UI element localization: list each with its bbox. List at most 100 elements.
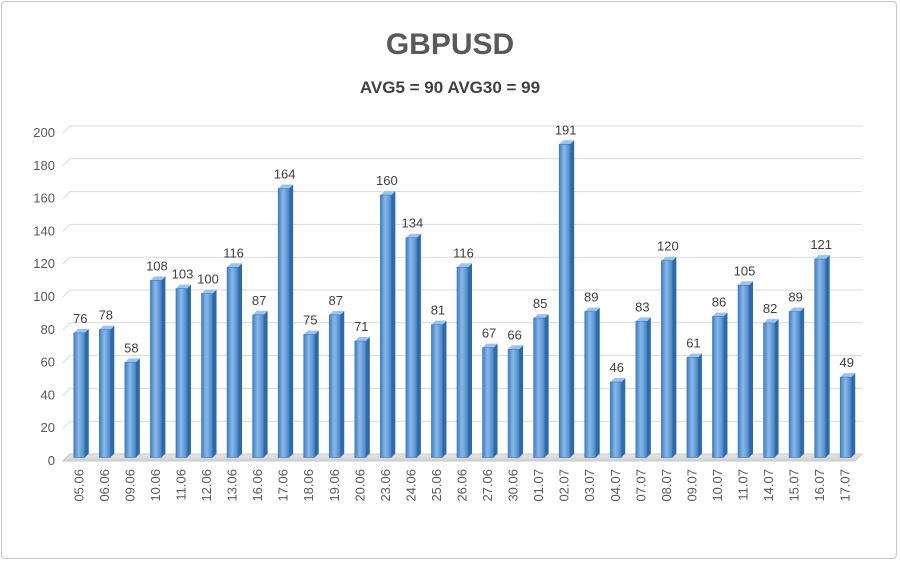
bar-top [814, 255, 830, 260]
gridline [62, 125, 862, 134]
data-label: 81 [431, 303, 445, 318]
bar-side [263, 310, 268, 458]
bar-side [84, 328, 89, 458]
y-tick-label: 80 [41, 322, 55, 337]
bar-side [468, 263, 472, 458]
y-tick-label: 100 [33, 289, 55, 304]
data-label: 89 [584, 290, 598, 305]
bar-side [391, 191, 396, 458]
x-tick-label: 11.07 [736, 469, 751, 501]
bar-side [110, 325, 115, 458]
data-label: 58 [124, 340, 138, 355]
data-label: 87 [329, 293, 343, 308]
x-tick-label: 18.06 [301, 469, 316, 502]
data-label: 191 [555, 122, 577, 137]
bar [175, 284, 191, 458]
x-tick-label: 02.07 [557, 469, 572, 502]
data-label: 76 [73, 311, 87, 326]
bar-front [73, 332, 86, 458]
bar [303, 330, 319, 458]
x-tick-label: 10.07 [710, 469, 725, 502]
data-label: 67 [482, 326, 496, 341]
x-tick-label: 20.06 [352, 469, 367, 502]
data-label: 83 [635, 299, 649, 314]
bar-front [533, 317, 545, 458]
bar-top [584, 307, 600, 312]
bar-top [150, 276, 166, 281]
x-tick-label: 12.06 [199, 469, 214, 502]
data-label: 89 [788, 290, 802, 305]
chart-title: GBPUSD [385, 28, 515, 61]
data-label: 100 [197, 272, 219, 287]
bar [252, 310, 268, 458]
bar-front [456, 266, 469, 458]
x-tick-label: 30.06 [506, 469, 521, 502]
bar [661, 256, 677, 458]
bar-side [672, 256, 677, 458]
bar-front [303, 334, 316, 458]
bar-side [825, 255, 830, 458]
bar-front [737, 284, 750, 458]
y-tick-label: 200 [33, 125, 55, 140]
y-tick-label: 160 [33, 191, 55, 206]
bar-side [697, 353, 702, 458]
bar-front [201, 293, 213, 458]
bar-front [277, 188, 290, 458]
data-label: 85 [533, 296, 547, 311]
bar-side [186, 284, 191, 458]
bar-top [610, 378, 626, 383]
bar-front [763, 322, 775, 458]
bar-side [774, 319, 779, 458]
bar-front [814, 258, 826, 458]
bar [609, 378, 626, 458]
bar-top [457, 263, 472, 268]
bar-front [839, 376, 852, 458]
bar-side [238, 263, 243, 458]
x-tick-label: 03.07 [582, 469, 597, 502]
data-label: 75 [303, 313, 317, 328]
x-tick-label: 19.06 [327, 469, 342, 502]
bar-side [851, 373, 856, 458]
bar-front [252, 314, 264, 458]
data-label: 46 [610, 360, 624, 375]
data-label: 49 [839, 355, 853, 370]
bar-top [482, 343, 498, 348]
x-tick-label: 06.06 [97, 469, 112, 502]
y-tick-label: 180 [33, 158, 55, 173]
bar-side [570, 140, 575, 458]
bar-front [175, 288, 188, 458]
bar [763, 319, 779, 458]
data-label: 160 [376, 173, 398, 188]
gridline [62, 191, 862, 199]
bar-front [507, 348, 520, 458]
bar-side [595, 307, 600, 458]
bar [201, 289, 217, 458]
bar-side [646, 317, 651, 458]
y-tick-label: 0 [48, 453, 55, 468]
bar-top [635, 317, 651, 322]
gridline [62, 289, 862, 298]
bar-top [738, 281, 754, 286]
bar-top [329, 310, 345, 315]
data-label: 103 [172, 267, 194, 282]
x-tick-label: 09.07 [684, 469, 699, 502]
x-tick-label: 25.06 [429, 469, 444, 502]
bar-side [289, 184, 294, 458]
chart-subtitle: AVG5 = 90 AVG30 = 99 [359, 78, 541, 97]
data-label: 116 [223, 245, 244, 260]
bar-side [544, 314, 549, 458]
bar-side [493, 343, 498, 458]
data-labels: 76 78 58 108 103 100 116 87 164 75 87 71 160 134 81 116… [73, 122, 854, 375]
data-label: 121 [810, 237, 832, 252]
bars [73, 140, 856, 458]
bar [99, 325, 115, 458]
y-tick-label: 120 [33, 256, 55, 271]
bar-top [201, 289, 217, 294]
data-label: 134 [402, 216, 424, 231]
data-label: 164 [274, 167, 296, 182]
bar-front [99, 329, 111, 458]
x-tick-label: 16.06 [250, 469, 265, 502]
bar [226, 263, 243, 458]
bar-top [840, 373, 856, 378]
data-label: 66 [507, 327, 521, 342]
